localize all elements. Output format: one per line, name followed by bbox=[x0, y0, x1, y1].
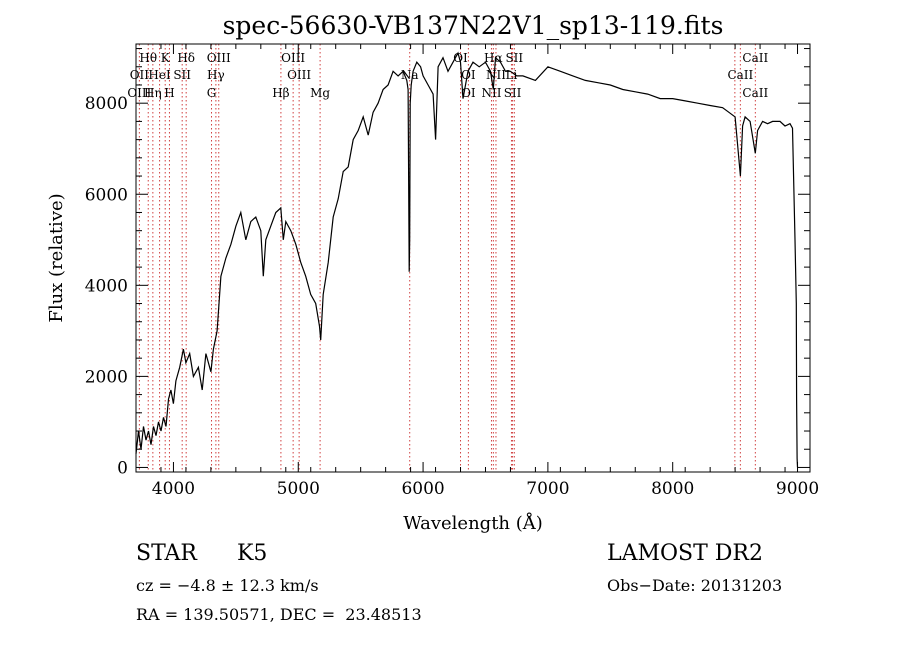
line-label: Hγ bbox=[207, 68, 225, 82]
redshift-velocity: cz = −4.8 ± 12.3 km/s bbox=[136, 576, 319, 595]
line-label: Li bbox=[506, 68, 518, 82]
x-axis-label: Wavelength (Å) bbox=[403, 512, 543, 534]
object-subclass: K5 bbox=[237, 541, 268, 566]
y-axis-label: Flux (relative) bbox=[46, 193, 67, 322]
object-class: STAR bbox=[136, 541, 197, 566]
line-label: CaII bbox=[727, 68, 753, 82]
line-label: Hη bbox=[144, 86, 162, 100]
flux-series-line bbox=[135, 51, 799, 468]
line-label: Na bbox=[401, 68, 419, 82]
line-label: OIII bbox=[127, 86, 151, 100]
plot-frame bbox=[135, 43, 811, 473]
y-tick-label: 4000 bbox=[85, 276, 128, 296]
line-label: OI bbox=[461, 68, 476, 82]
line-label: Hα bbox=[484, 51, 503, 65]
axes: 4000 5000 6000 7000 8000 9000 0 2000 4000 6000 800… bbox=[85, 43, 819, 499]
y-tick-label: 8000 bbox=[85, 94, 128, 114]
line-label: Hβ bbox=[272, 86, 289, 100]
line-label: Hθ bbox=[139, 51, 157, 65]
line-label: OIII bbox=[281, 51, 305, 65]
line-label: Mg bbox=[310, 86, 330, 100]
line-label: CaII bbox=[742, 86, 768, 100]
line-label: SII bbox=[504, 86, 522, 100]
line-label: H bbox=[164, 86, 174, 100]
line-label: NII bbox=[486, 68, 506, 82]
line-label: Hδ bbox=[177, 51, 195, 65]
line-label: OII bbox=[130, 68, 150, 82]
line-label: CaII bbox=[742, 51, 768, 65]
line-label: SII bbox=[173, 68, 191, 82]
y-tick-label: 6000 bbox=[85, 185, 128, 205]
x-tick-label: 4000 bbox=[152, 479, 195, 499]
survey-name: LAMOST DR2 bbox=[607, 541, 763, 566]
x-tick-label: 8000 bbox=[651, 479, 694, 499]
spectrum-chart: spec-56630-VB137N22V1_sp13-119.fits Hθ K H… bbox=[46, 11, 819, 534]
line-label: SII bbox=[505, 51, 523, 65]
line-label: K bbox=[161, 51, 171, 65]
chart-title: spec-56630-VB137N22V1_sp13-119.fits bbox=[223, 11, 724, 40]
emission-line-markers bbox=[138, 44, 756, 472]
coordinates: RA = 139.50571, DEC = 23.48513 bbox=[136, 605, 422, 624]
x-tick-label: 6000 bbox=[401, 479, 444, 499]
line-label: HeI bbox=[148, 68, 171, 82]
observation-date: Obs−Date: 20131203 bbox=[607, 576, 783, 595]
line-label: OIII bbox=[287, 68, 311, 82]
x-tick-label: 5000 bbox=[277, 479, 320, 499]
y-tick-label: 0 bbox=[117, 458, 128, 478]
x-tick-label: 7000 bbox=[526, 479, 569, 499]
line-label: OIII bbox=[207, 51, 231, 65]
line-label: NII bbox=[481, 86, 501, 100]
y-tick-label: 2000 bbox=[85, 367, 128, 387]
line-label: G bbox=[207, 86, 217, 100]
x-tick-label: 9000 bbox=[776, 479, 819, 499]
